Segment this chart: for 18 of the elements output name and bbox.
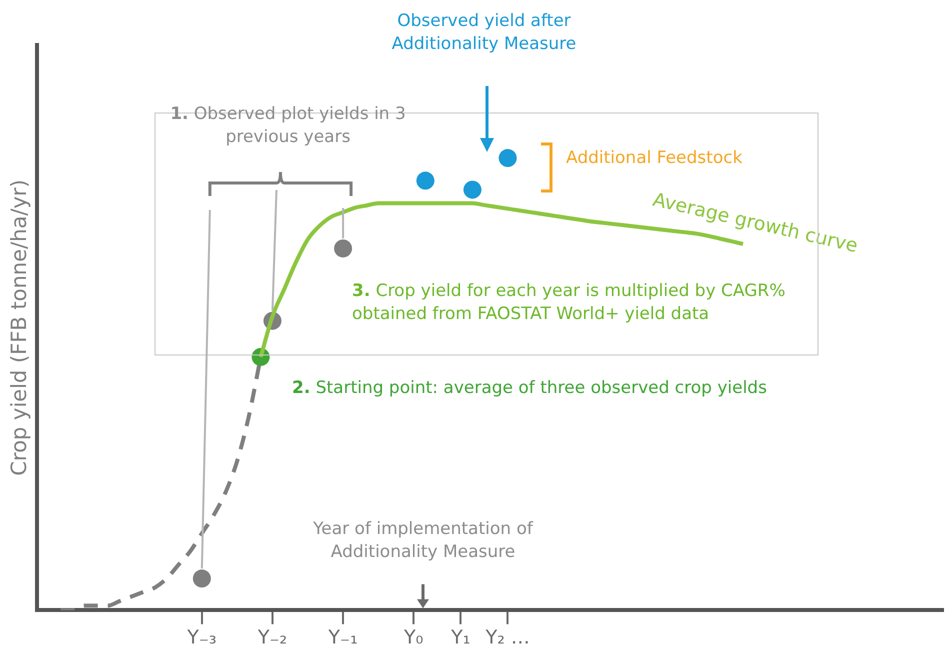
point [192, 570, 211, 588]
point [416, 172, 434, 190]
annotation: Additional Feedstock [566, 147, 742, 170]
point [498, 149, 517, 168]
x-tick-label: Y₋₁ [327, 626, 358, 649]
annotation: 2. Starting point: average of three observed crop yields [292, 377, 767, 400]
annotation: 3. Crop yield for each year is multiplied by CAGR% obtained from FAOSTAT World+ yield data [352, 280, 786, 326]
y-axis-title: Crop yield (FFB tonne/ha/yr) [7, 179, 32, 476]
point [334, 239, 352, 258]
point [463, 180, 482, 199]
x-tick-label: Y₁ [450, 626, 470, 649]
text: Observed yield after Additionality Measure [390, 10, 578, 56]
text: 1. Observed plot yields in 3 previous years [169, 103, 407, 149]
x-tick-label: Y₋₃ [186, 626, 217, 649]
x-tick-label: Y₀ [403, 626, 424, 649]
annotation: Year of implementation of Additionality Measure [312, 518, 534, 564]
x-tick-label: Y₂ … [484, 626, 530, 649]
x-tick-label: Y₋₂ [256, 626, 288, 649]
